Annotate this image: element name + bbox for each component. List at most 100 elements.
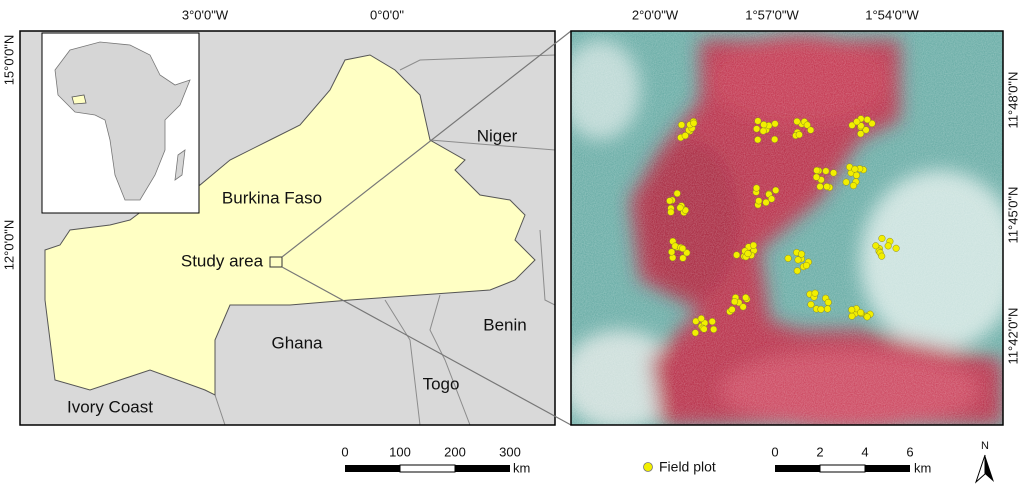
field-plot [771,135,779,143]
overview-map [20,31,555,425]
field-plot [794,256,802,264]
scale-tick: 4 [861,444,868,459]
field-plot [848,312,856,320]
field-plot [803,121,811,129]
latitude-label: 11°42'0"N [1005,308,1020,365]
field-plot [753,125,761,133]
country-label: Ivory Coast [67,397,153,416]
field-plot [878,252,886,260]
field-plot [863,116,871,124]
field-plot [849,182,857,190]
field-plot [752,184,761,192]
field-plot [823,183,831,191]
field-plot [830,169,838,177]
field-plot [667,208,675,216]
longitude-label: 2°0'0"W [632,7,679,22]
field-plot [807,300,815,309]
field-plot [802,261,810,269]
field-plot [851,165,859,173]
field-plot [797,250,806,258]
field-plot [793,267,801,275]
scale-tick: 300 [499,444,521,459]
north-arrow [985,455,994,482]
field-plot [742,294,750,302]
field-plot [771,120,779,128]
scale-tick: 0 [771,444,778,459]
latitude-label: 11°45'0"N [1005,187,1020,244]
field-plot [690,119,698,127]
scale-unit: km [513,460,530,475]
field-plot [728,306,736,314]
field-plot [679,254,687,262]
field-plot [862,126,870,134]
field-plot [744,250,752,258]
field-plot [679,244,687,252]
field-plot [824,298,832,306]
field-plot [817,305,825,313]
country-label: Niger [477,126,518,145]
scale-tick: 200 [444,444,466,459]
field-plot [878,234,886,242]
longitude-label: 1°57'0"W [745,7,799,22]
field-plot [683,249,691,257]
field-plot [813,166,821,174]
field-plot [811,289,819,297]
field-plot [872,242,880,250]
field-plot [853,118,861,126]
field-plot [868,119,876,128]
field-plot [857,308,865,317]
field-plot [677,121,686,129]
field-plot [884,242,892,250]
field-plot [857,130,865,138]
field-plot [668,248,676,256]
field-plot [816,183,824,191]
field-plot [823,305,832,313]
field-plot [666,197,674,205]
longitude-label: 0°0'0" [370,7,404,22]
scale-unit: km [914,460,931,475]
study-area-label: Study area [181,251,264,270]
legend-symbol [643,462,653,472]
country-label: Burkina Faso [222,188,322,207]
field-plot [762,198,770,206]
field-plot [691,329,699,337]
field-plot [755,197,763,205]
satellite-image [571,31,1003,425]
field-plot [793,117,801,126]
north-label: N [981,440,989,452]
field-plot [700,325,708,333]
longitude-label: 1°54'0"W [865,7,919,22]
field-plot [708,318,716,326]
field-plot [768,195,776,203]
country-label: Benin [483,315,526,334]
field-plot [681,132,689,140]
field-plot [812,173,820,181]
country-label: Ghana [271,333,323,352]
field-plot [760,121,768,129]
field-plot [697,315,705,323]
scale-bar: 0 100 200 300 km [341,444,530,475]
latitude-label: 15°0'0"N [1,35,16,86]
scale-tick: 0 [341,444,348,459]
field-plot [733,251,741,259]
field-plot [731,298,739,306]
field-plot [772,186,780,194]
field-plot [822,167,830,175]
latitude-label: 12°0'0"N [1,220,16,271]
field-plot [863,313,871,321]
scale-tick: 2 [816,444,823,459]
field-plot [842,178,850,186]
country-label: Togo [423,374,460,393]
field-plot [795,131,803,139]
scale-tick: 6 [906,444,913,459]
field-plot [848,306,856,314]
field-plot [676,204,684,212]
field-plot [749,241,758,249]
field-plot [739,303,747,311]
field-plot [754,136,762,144]
field-plot [892,244,900,252]
field-plot [710,325,718,333]
field-plot [852,171,861,179]
longitude-label: 3°0'0"W [182,7,229,22]
